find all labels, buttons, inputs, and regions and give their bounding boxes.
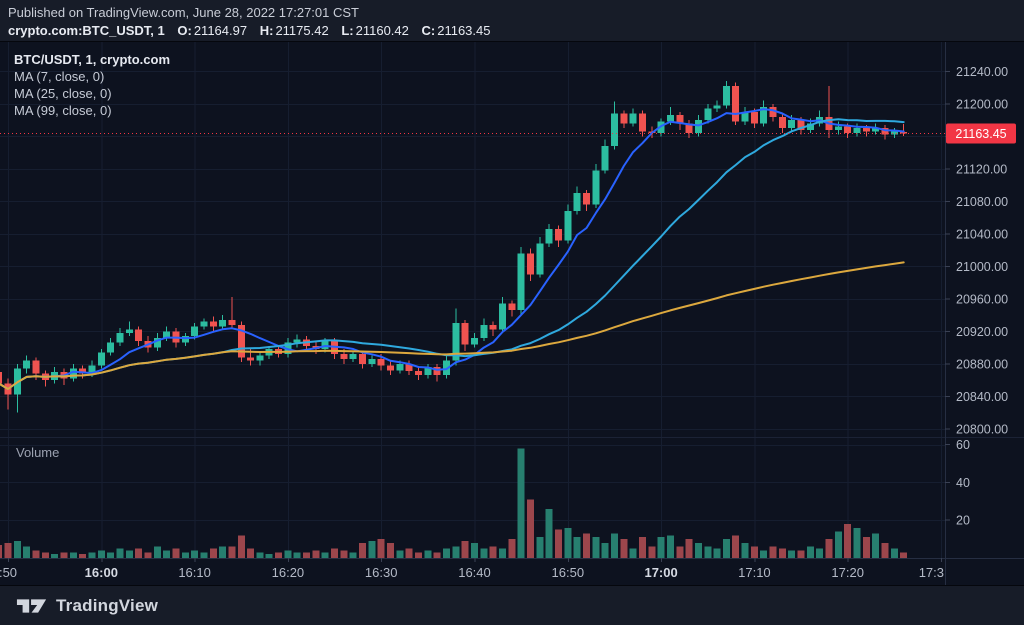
svg-text:17:00: 17:00 — [644, 565, 677, 580]
header: Published on TradingView.com, June 28, 2… — [0, 0, 1024, 42]
footer-brand-bar: TradingView — [0, 585, 1024, 625]
grid-lines — [0, 42, 945, 558]
svg-text:21080.00: 21080.00 — [956, 195, 1008, 209]
chart-canvas[interactable]: 21240.00 21200.00 21120.00 21080.00 21040.00… — [0, 42, 1024, 585]
svg-text:21200.00: 21200.00 — [956, 97, 1008, 111]
open-label: O: — [177, 23, 192, 38]
svg-text:16:50: 16:50 — [552, 565, 585, 580]
svg-text:20920.00: 20920.00 — [956, 325, 1008, 339]
tradingview-logo-icon[interactable] — [16, 597, 48, 615]
low-value: 21160.42 — [355, 23, 409, 38]
svg-text:17:20: 17:20 — [831, 565, 864, 580]
symbol-name: crypto.com:BTC_USDT, 1 — [8, 23, 165, 38]
svg-text:16:00: 16:00 — [85, 565, 118, 580]
svg-text:21040.00: 21040.00 — [956, 227, 1008, 241]
high-value: 21175.42 — [275, 23, 329, 38]
svg-text:16:40: 16:40 — [458, 565, 491, 580]
svg-text:21120.00: 21120.00 — [956, 162, 1007, 176]
ma-line-7 — [0, 108, 905, 390]
last-price-tag: 21163.45 — [946, 123, 1016, 144]
volume-series — [0, 448, 908, 558]
ma-line-99 — [0, 261, 905, 390]
price-axis[interactable]: 21240.00 21200.00 21120.00 21080.00 21040.00… — [945, 65, 1008, 528]
svg-text:21000.00: 21000.00 — [956, 260, 1008, 274]
volume-pane-label: Volume — [16, 445, 60, 460]
svg-text:16:30: 16:30 — [365, 565, 398, 580]
svg-text:21240.00: 21240.00 — [956, 65, 1008, 79]
svg-text:60: 60 — [956, 438, 970, 452]
svg-text:20960.00: 20960.00 — [956, 292, 1008, 306]
svg-text:20: 20 — [956, 514, 970, 528]
tradingview-brand-text[interactable]: TradingView — [56, 595, 159, 615]
low-label: L: — [341, 23, 354, 38]
svg-text:16:20: 16:20 — [272, 565, 305, 580]
chart-area[interactable]: 21240.00 21200.00 21120.00 21080.00 21040.00… — [0, 42, 1024, 585]
svg-text:17:3: 17:3 — [919, 565, 944, 580]
time-axis[interactable]: :50 16:00 16:10 16:20 16:30 16:40 16:50 17:00 17… — [0, 558, 944, 580]
svg-text:20880.00: 20880.00 — [956, 357, 1008, 371]
svg-text:20800.00: 20800.00 — [956, 422, 1008, 436]
svg-text:17:10: 17:10 — [738, 565, 771, 580]
svg-text:16:10: 16:10 — [178, 565, 211, 580]
close-label: C: — [421, 23, 436, 38]
published-line: Published on TradingView.com, June 28, 2… — [8, 5, 359, 20]
svg-text::50: :50 — [0, 565, 17, 580]
svg-text:40: 40 — [956, 476, 970, 490]
symbol-ohlc-line: crypto.com:BTC_USDT, 1 O: 21164.97 H: 2117… — [8, 22, 1024, 39]
high-label: H: — [259, 23, 274, 38]
svg-text:21163.45: 21163.45 — [955, 127, 1006, 141]
open-value: 21164.97 — [193, 23, 248, 38]
close-value: 21163.45 — [437, 23, 491, 38]
svg-text:20840.00: 20840.00 — [956, 390, 1008, 404]
